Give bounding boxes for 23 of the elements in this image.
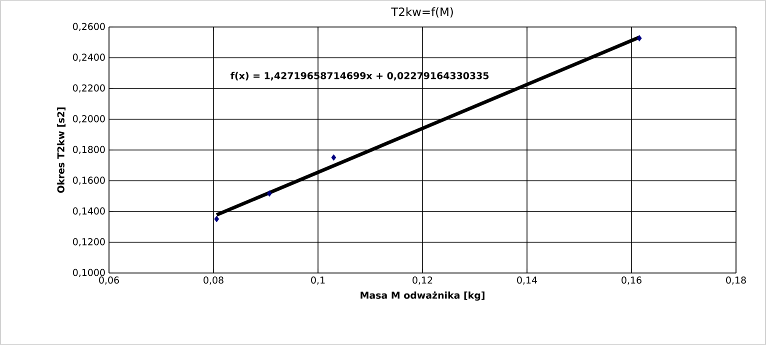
- x-tick-label: 0,18: [726, 276, 746, 285]
- y-tick-label: 0,1400: [72, 207, 105, 216]
- x-tick-label: 0,16: [622, 276, 642, 285]
- chart-title: T2kw=f(M): [391, 7, 453, 18]
- y-tick-label: 0,1600: [72, 176, 105, 185]
- x-tick-label: 0,12: [412, 276, 432, 285]
- x-tick-label: 0,14: [517, 276, 538, 285]
- y-tick-label: 0,2200: [72, 84, 105, 93]
- y-tick-label: 0,1800: [72, 146, 105, 154]
- y-tick-label: 0,2000: [72, 115, 105, 124]
- point: [331, 154, 336, 161]
- x-tick-label: 0,08: [204, 276, 224, 285]
- point: [266, 190, 272, 197]
- x-axis-title: Masa M odważnika [kg]: [360, 291, 484, 301]
- x-tick-label: 0,06: [99, 276, 119, 285]
- y-tick-label: 0,2400: [72, 54, 105, 62]
- y-tick-label: 0,1200: [72, 238, 105, 246]
- x-tick-label: 0,1: [311, 276, 325, 285]
- point: [214, 216, 220, 222]
- y-tick-label: 0,1000: [72, 268, 105, 278]
- point: [636, 35, 642, 42]
- y-axis-title: Okres T2kw [s2]: [57, 108, 66, 193]
- y-tick-label: 0,2600: [72, 22, 105, 32]
